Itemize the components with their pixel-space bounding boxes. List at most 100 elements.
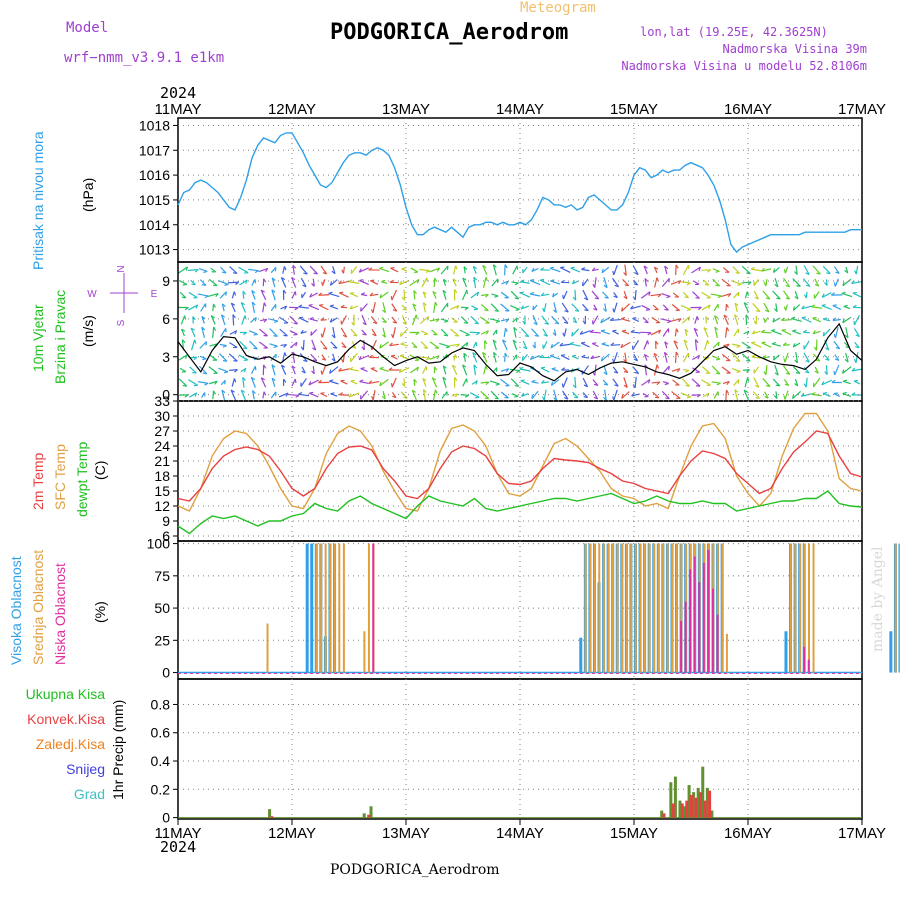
wind-arrow-head xyxy=(593,307,598,311)
wind-arrow xyxy=(541,293,550,297)
wind-arrow-head xyxy=(484,397,489,400)
wind-arrow xyxy=(741,265,751,275)
wind-arrow-head xyxy=(482,265,487,269)
wind-arrow xyxy=(469,392,480,398)
wind-arrow-head xyxy=(832,317,837,321)
wind-arrow-head xyxy=(233,291,237,296)
y-tick-label: 0 xyxy=(162,665,170,681)
wind-arrow-head xyxy=(552,332,557,337)
wind-arrow xyxy=(832,304,842,311)
wind-arrow-head xyxy=(185,266,189,271)
cloud-bar-low xyxy=(803,646,806,673)
wind-arrow-head xyxy=(485,381,490,386)
wind-arrow-head xyxy=(794,296,799,300)
wind-arrow-head xyxy=(352,334,358,337)
wind-arrow xyxy=(320,340,328,350)
wind-arrow-head xyxy=(201,326,206,331)
wind-arrow xyxy=(218,367,229,373)
cloud-bar-mid xyxy=(611,543,614,673)
wind-arrow-head xyxy=(201,316,206,320)
wind-arrow-head xyxy=(382,321,387,323)
wind-arrow-head xyxy=(432,377,437,381)
wind-arrow xyxy=(773,267,780,273)
x-tick-label-top: 13MAY xyxy=(382,101,430,118)
x-tick-label-bottom: 11MAY xyxy=(155,825,202,842)
wind-arrow xyxy=(340,380,348,385)
wind-arrow xyxy=(842,393,852,397)
wind-arrow xyxy=(473,277,477,288)
wind-arrow xyxy=(671,368,681,372)
wind-arrow xyxy=(732,266,741,274)
wind-arrow-head xyxy=(736,360,741,363)
wind-arrow-head xyxy=(382,309,386,314)
wind-arrow-head xyxy=(294,307,299,311)
wind-arrow-head xyxy=(254,366,257,371)
wind-arrow-head xyxy=(390,383,393,388)
wind-arrow xyxy=(662,328,670,337)
y-tick-label: 21 xyxy=(154,453,170,469)
wind-arrow-head xyxy=(221,314,226,318)
wind-arrow xyxy=(399,355,409,360)
wind-arrow-head xyxy=(612,270,615,276)
wind-arrow xyxy=(653,364,658,376)
wind-arrow-head xyxy=(531,379,536,383)
wind-arrow-head xyxy=(822,392,828,395)
wind-arrow-head xyxy=(776,297,781,300)
wind-arrow xyxy=(440,328,449,337)
wind-arrow xyxy=(742,369,750,371)
wind-arrow xyxy=(725,390,728,400)
wind-arrow xyxy=(379,368,389,372)
elevation-label: Nadmorska Visina 39m xyxy=(722,42,868,56)
wind-arrow-head xyxy=(515,317,518,322)
wind-arrow xyxy=(190,327,196,338)
wind-arrow-head xyxy=(734,389,739,393)
wind-arrow xyxy=(221,303,225,312)
wind-arrow xyxy=(269,328,278,337)
wind-arrow xyxy=(361,329,367,336)
wind-arrow-head xyxy=(358,268,362,273)
wind-arrow xyxy=(511,393,519,397)
wind-arrow-head xyxy=(796,285,801,288)
wind-arrow-head xyxy=(231,302,236,306)
wind-arrow-head xyxy=(502,339,507,343)
wind-arrow-head xyxy=(348,393,352,398)
wind-arrow xyxy=(359,267,370,273)
wind-arrow xyxy=(432,291,437,299)
x-tick-label-top: 12MAY xyxy=(268,101,316,118)
wind-arrow xyxy=(187,268,199,272)
wind-arrow-head xyxy=(300,329,304,334)
wind-arrow xyxy=(624,264,627,276)
wind-arrow xyxy=(382,302,387,313)
wind-arrow xyxy=(532,314,538,326)
wind-arrow xyxy=(582,289,589,301)
wind-arrow-head xyxy=(372,321,378,325)
wind-arrow xyxy=(612,378,619,387)
wind-arrow-head xyxy=(271,377,276,382)
wind-arrow-head xyxy=(765,384,771,388)
x-tick-label-bottom: 17MAY xyxy=(838,825,886,842)
wind-arrow xyxy=(570,267,581,273)
wind-arrow xyxy=(220,328,227,337)
wind-arrow-head xyxy=(494,295,499,298)
wind-arrow-head xyxy=(814,370,819,374)
wind-arrow-head xyxy=(233,369,238,373)
wind-arrow-head xyxy=(620,316,626,320)
wind-arrow-head xyxy=(426,357,431,361)
cloud-bar-mid xyxy=(725,633,728,673)
wind-arrow-head xyxy=(562,294,565,300)
wind-arrow xyxy=(613,264,618,276)
wind-arrow-head xyxy=(543,334,548,337)
wind-arrow xyxy=(489,380,500,385)
wind-arrow xyxy=(462,378,468,387)
wind-arrow-head xyxy=(612,308,615,313)
wind-arrow-head xyxy=(644,321,649,324)
wind-arrow-head xyxy=(512,339,517,343)
wind-arrow-head xyxy=(561,354,566,357)
cloud-bar-mid xyxy=(798,543,801,673)
wind-arrow xyxy=(764,391,769,399)
wind-arrow xyxy=(814,366,819,374)
cloud-bar-mid xyxy=(266,623,269,673)
wind-arrow xyxy=(229,342,238,348)
wind-arrow xyxy=(855,352,859,363)
